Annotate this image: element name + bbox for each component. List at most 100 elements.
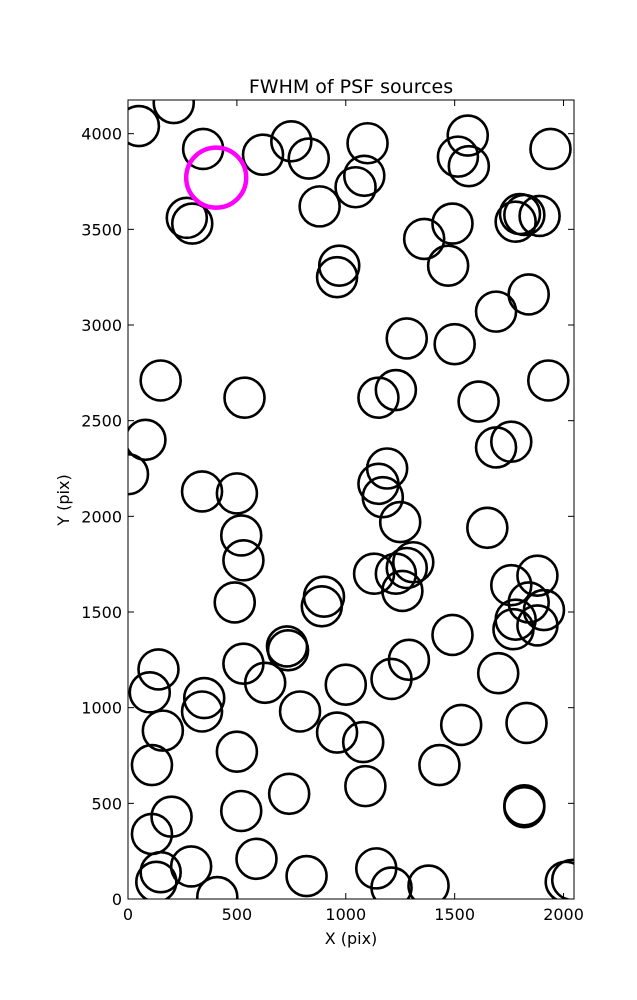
x-tick-label: 500 [222, 905, 253, 924]
data-point [503, 193, 546, 237]
data-point [170, 202, 214, 245]
data-point [476, 651, 520, 695]
data-point [378, 500, 422, 544]
data-point [391, 540, 435, 584]
data-point [344, 764, 387, 808]
data-point [385, 317, 429, 360]
data-point [128, 104, 161, 148]
data-point [370, 866, 413, 899]
data-point [446, 114, 490, 157]
data-point [527, 359, 570, 402]
y-tick-label: 1500 [81, 603, 122, 622]
data-point [431, 202, 474, 245]
data-point [341, 720, 385, 764]
data-point [165, 196, 209, 240]
data-point [439, 703, 483, 747]
data-point [222, 539, 265, 582]
data-point [141, 709, 185, 752]
data-point [182, 676, 226, 720]
data-point [407, 864, 450, 899]
data-point [357, 462, 400, 506]
data-point [270, 120, 313, 163]
data-point [342, 154, 386, 198]
data-point [494, 200, 537, 243]
data-point [139, 850, 182, 894]
data-point [241, 133, 285, 177]
x-tick-label: 1000 [325, 905, 366, 924]
x-axis-ticks: 0 500 1000 1500 2000 [123, 100, 584, 924]
data-point [357, 376, 400, 420]
x-axis-label: X (pix) [325, 929, 378, 948]
data-point [402, 217, 446, 261]
y-axis-label: Y (pix) [54, 474, 73, 526]
data-point [243, 661, 287, 705]
data-point [267, 772, 311, 816]
data-point [436, 135, 480, 178]
y-tick-label: 4000 [81, 125, 122, 144]
chart-title: FWHM of PSF sources [249, 76, 453, 98]
data-point [418, 743, 461, 787]
data-point [503, 785, 546, 829]
data-point [426, 244, 470, 287]
data-point [169, 845, 213, 888]
data-point [287, 137, 331, 180]
y-axis-ticks: 0 500 1000 1500 2000 2500 3000 3500 4000 [81, 125, 574, 909]
data-point [315, 711, 359, 754]
data-point [431, 613, 474, 657]
y-tick-label: 3000 [81, 316, 122, 335]
data-point [235, 837, 278, 881]
data-point [457, 380, 500, 423]
data-point [346, 121, 389, 165]
data-point [518, 194, 561, 238]
y-tick-label: 2500 [81, 412, 122, 431]
data-point [152, 100, 196, 125]
data-point [137, 648, 180, 691]
data-point [278, 690, 322, 733]
y-tick-label: 500 [91, 794, 122, 813]
highlight-point [183, 145, 249, 210]
data-point [324, 663, 368, 707]
data-point [381, 569, 424, 613]
y-tick-label: 0 [112, 890, 122, 909]
data-point [139, 359, 182, 402]
data-point [385, 546, 429, 590]
data-point [223, 376, 266, 420]
data-point [516, 554, 559, 597]
data-point [489, 420, 533, 464]
data-point [213, 581, 257, 624]
data-point [219, 789, 263, 833]
data-point [474, 290, 518, 333]
data-point [265, 625, 309, 668]
data-point [492, 607, 535, 651]
data-point [215, 472, 259, 515]
x-tick-label: 1500 [434, 905, 475, 924]
data-point [135, 860, 178, 899]
y-tick-label: 3500 [81, 220, 122, 239]
x-tick-label: 0 [123, 905, 133, 924]
data-point [489, 563, 533, 607]
data-point [128, 452, 150, 496]
data-point [505, 701, 548, 745]
data-point [180, 690, 224, 733]
data-point [298, 185, 341, 228]
data-point [315, 255, 359, 299]
data-point [285, 854, 328, 898]
data-point [128, 418, 167, 462]
data-point [374, 368, 418, 412]
data-point [550, 858, 574, 899]
data-point [387, 638, 431, 682]
y-tick-label: 1000 [81, 699, 122, 718]
data-point [300, 584, 344, 628]
data-point [128, 671, 172, 714]
data-point [215, 730, 259, 773]
x-tick-label: 2000 [543, 905, 584, 924]
data-point [219, 514, 263, 557]
data-point [130, 743, 174, 787]
data-point [334, 165, 377, 209]
data-point [447, 144, 491, 188]
plot-frame [127, 99, 575, 900]
y-tick-label: 2000 [81, 507, 122, 526]
data-point [433, 322, 476, 366]
data-point [180, 470, 224, 513]
